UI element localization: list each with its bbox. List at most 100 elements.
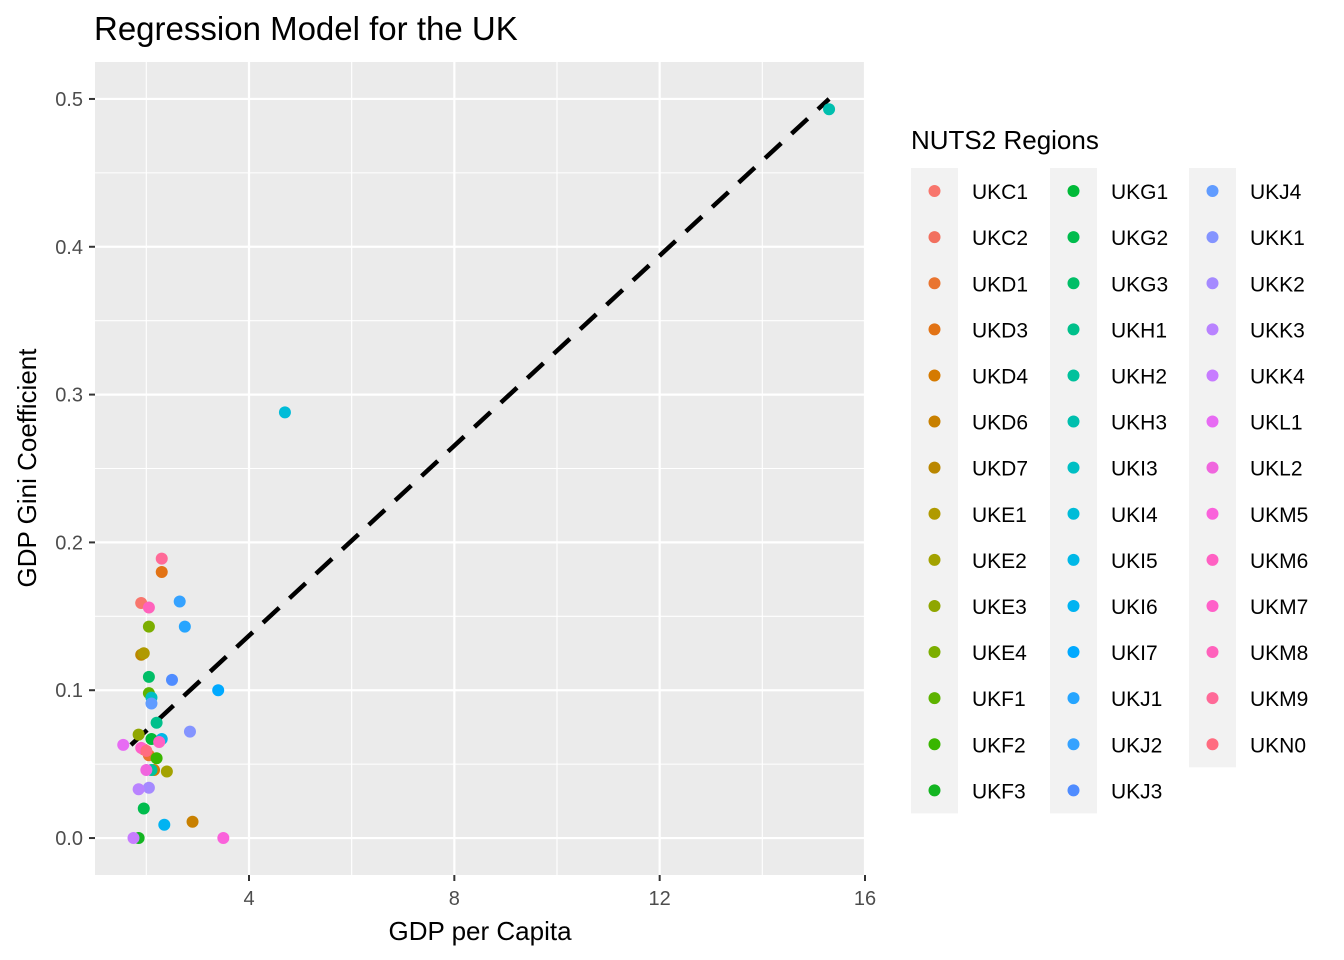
legend-items: UKC1 UKC2 UKD1 UKD3 UKD4 UKD6 UKD7 UKE1 UKE2 UKE3…	[911, 168, 1308, 814]
legend-key-ukh3	[1067, 415, 1080, 428]
legend-key-ukm7	[1206, 599, 1219, 612]
legend-key-ukl1	[1206, 415, 1219, 428]
legend-label: UKH2	[1111, 365, 1167, 388]
legend-key-ukm9	[1206, 692, 1219, 705]
x-axis: 4 8 12 16	[243, 875, 876, 910]
legend-label: UKF2	[972, 734, 1026, 757]
legend-label: UKC2	[972, 227, 1028, 250]
legend: NUTS2 Regions UKC1UKC2UKD1UKD3UKD4UKD6UK…	[911, 125, 1308, 814]
legend-label: UKG1	[1111, 181, 1168, 204]
legend-title: NUTS2 Regions	[911, 125, 1099, 155]
legend-label: UKG3	[1111, 273, 1168, 296]
legend-label: UKI3	[1111, 458, 1158, 481]
y-tick-label: 0.5	[55, 89, 83, 111]
legend-key-ukd1	[928, 277, 941, 290]
y-tick-label: 0.2	[55, 532, 83, 554]
legend-label: UKI6	[1111, 596, 1158, 619]
x-tick-label: 12	[649, 888, 671, 910]
point-ukk2	[142, 781, 155, 794]
legend-key-ukf2	[928, 738, 941, 751]
legend-label: UKI5	[1111, 550, 1158, 573]
legend-label: UKE1	[972, 504, 1027, 527]
legend-key-uke2	[928, 553, 941, 566]
legend-key-uki5	[1067, 553, 1080, 566]
legend-label: UKE2	[972, 550, 1027, 573]
legend-key-uki3	[1067, 461, 1080, 474]
legend-key-ukc2	[928, 231, 941, 244]
point-ukm5	[217, 832, 230, 845]
legend-key-ukg2	[1067, 231, 1080, 244]
legend-label: UKK4	[1250, 365, 1305, 388]
point-uke4	[142, 620, 155, 633]
legend-label: UKD3	[972, 319, 1028, 342]
point-ukm6	[153, 735, 166, 748]
legend-key-ukf1	[928, 692, 941, 705]
legend-label: UKI7	[1111, 642, 1158, 665]
legend-key-ukg3	[1067, 277, 1080, 290]
legend-label: UKM9	[1250, 688, 1308, 711]
legend-label: UKM5	[1250, 504, 1308, 527]
legend-key-ukk1	[1206, 231, 1219, 244]
y-axis: 0.0 0.1 0.2 0.3 0.4 0.5	[55, 89, 95, 850]
legend-key-ukk3	[1206, 323, 1219, 336]
point-ukj4	[145, 697, 158, 710]
y-tick-label: 0.3	[55, 385, 83, 407]
point-ukf2	[150, 752, 163, 765]
legend-label: UKF1	[972, 688, 1026, 711]
point-ukg2	[137, 802, 150, 815]
point-ukk4	[127, 832, 140, 845]
legend-label: UKG2	[1111, 227, 1168, 250]
legend-label: UKM8	[1250, 642, 1308, 665]
point-uke1	[137, 647, 150, 660]
legend-label: UKK3	[1250, 319, 1305, 342]
legend-label: UKJ2	[1111, 734, 1162, 757]
point-ukh3	[823, 103, 836, 116]
legend-label: UKJ4	[1250, 181, 1302, 204]
legend-label: UKH3	[1111, 412, 1167, 435]
legend-label: UKD4	[972, 365, 1028, 388]
legend-key-ukd3	[928, 323, 941, 336]
legend-key-ukk4	[1206, 369, 1219, 382]
point-ukn0	[140, 744, 153, 757]
y-tick-label: 0.1	[55, 680, 83, 702]
legend-label: UKE3	[972, 596, 1027, 619]
legend-key-ukd6	[928, 415, 941, 428]
legend-key-ukm5	[1206, 507, 1219, 520]
legend-label: UKN0	[1250, 734, 1306, 757]
legend-key-uki6	[1067, 599, 1080, 612]
point-ukl1	[117, 738, 130, 751]
legend-key-ukn0	[1206, 738, 1219, 751]
legend-label: UKD7	[972, 458, 1028, 481]
y-axis-title: GDP Gini Coefficient	[12, 348, 42, 588]
y-tick-label: 0.0	[55, 828, 83, 850]
legend-label: UKL2	[1250, 458, 1303, 481]
point-ukh1	[150, 716, 163, 729]
point-uke2	[160, 765, 173, 778]
legend-key-uke3	[928, 599, 941, 612]
y-tick-label: 0.4	[55, 237, 83, 259]
legend-label: UKD6	[972, 412, 1028, 435]
legend-key-ukk2	[1206, 277, 1219, 290]
legend-key-ukh1	[1067, 323, 1080, 336]
legend-key-ukh2	[1067, 369, 1080, 382]
x-tick-label: 8	[449, 888, 460, 910]
legend-key-ukj1	[1067, 692, 1080, 705]
legend-label: UKH1	[1111, 319, 1167, 342]
point-ukk3	[132, 783, 145, 796]
legend-key-ukc1	[928, 185, 941, 198]
legend-key-ukf3	[928, 784, 941, 797]
point-uki6	[158, 818, 171, 831]
legend-key-ukj3	[1067, 784, 1080, 797]
legend-key-ukl2	[1206, 461, 1219, 474]
regression-line-group	[129, 97, 831, 747]
grid-major	[95, 62, 867, 875]
legend-label: UKI4	[1111, 504, 1158, 527]
point-ukj3	[166, 673, 178, 686]
legend-key-ukm6	[1206, 553, 1219, 566]
legend-label: UKM6	[1250, 550, 1308, 573]
legend-key-ukd7	[928, 461, 941, 474]
legend-label: UKK2	[1250, 273, 1305, 296]
legend-key-background	[1050, 168, 1097, 814]
legend-key-uke1	[928, 507, 941, 520]
point-uki4	[278, 406, 291, 419]
